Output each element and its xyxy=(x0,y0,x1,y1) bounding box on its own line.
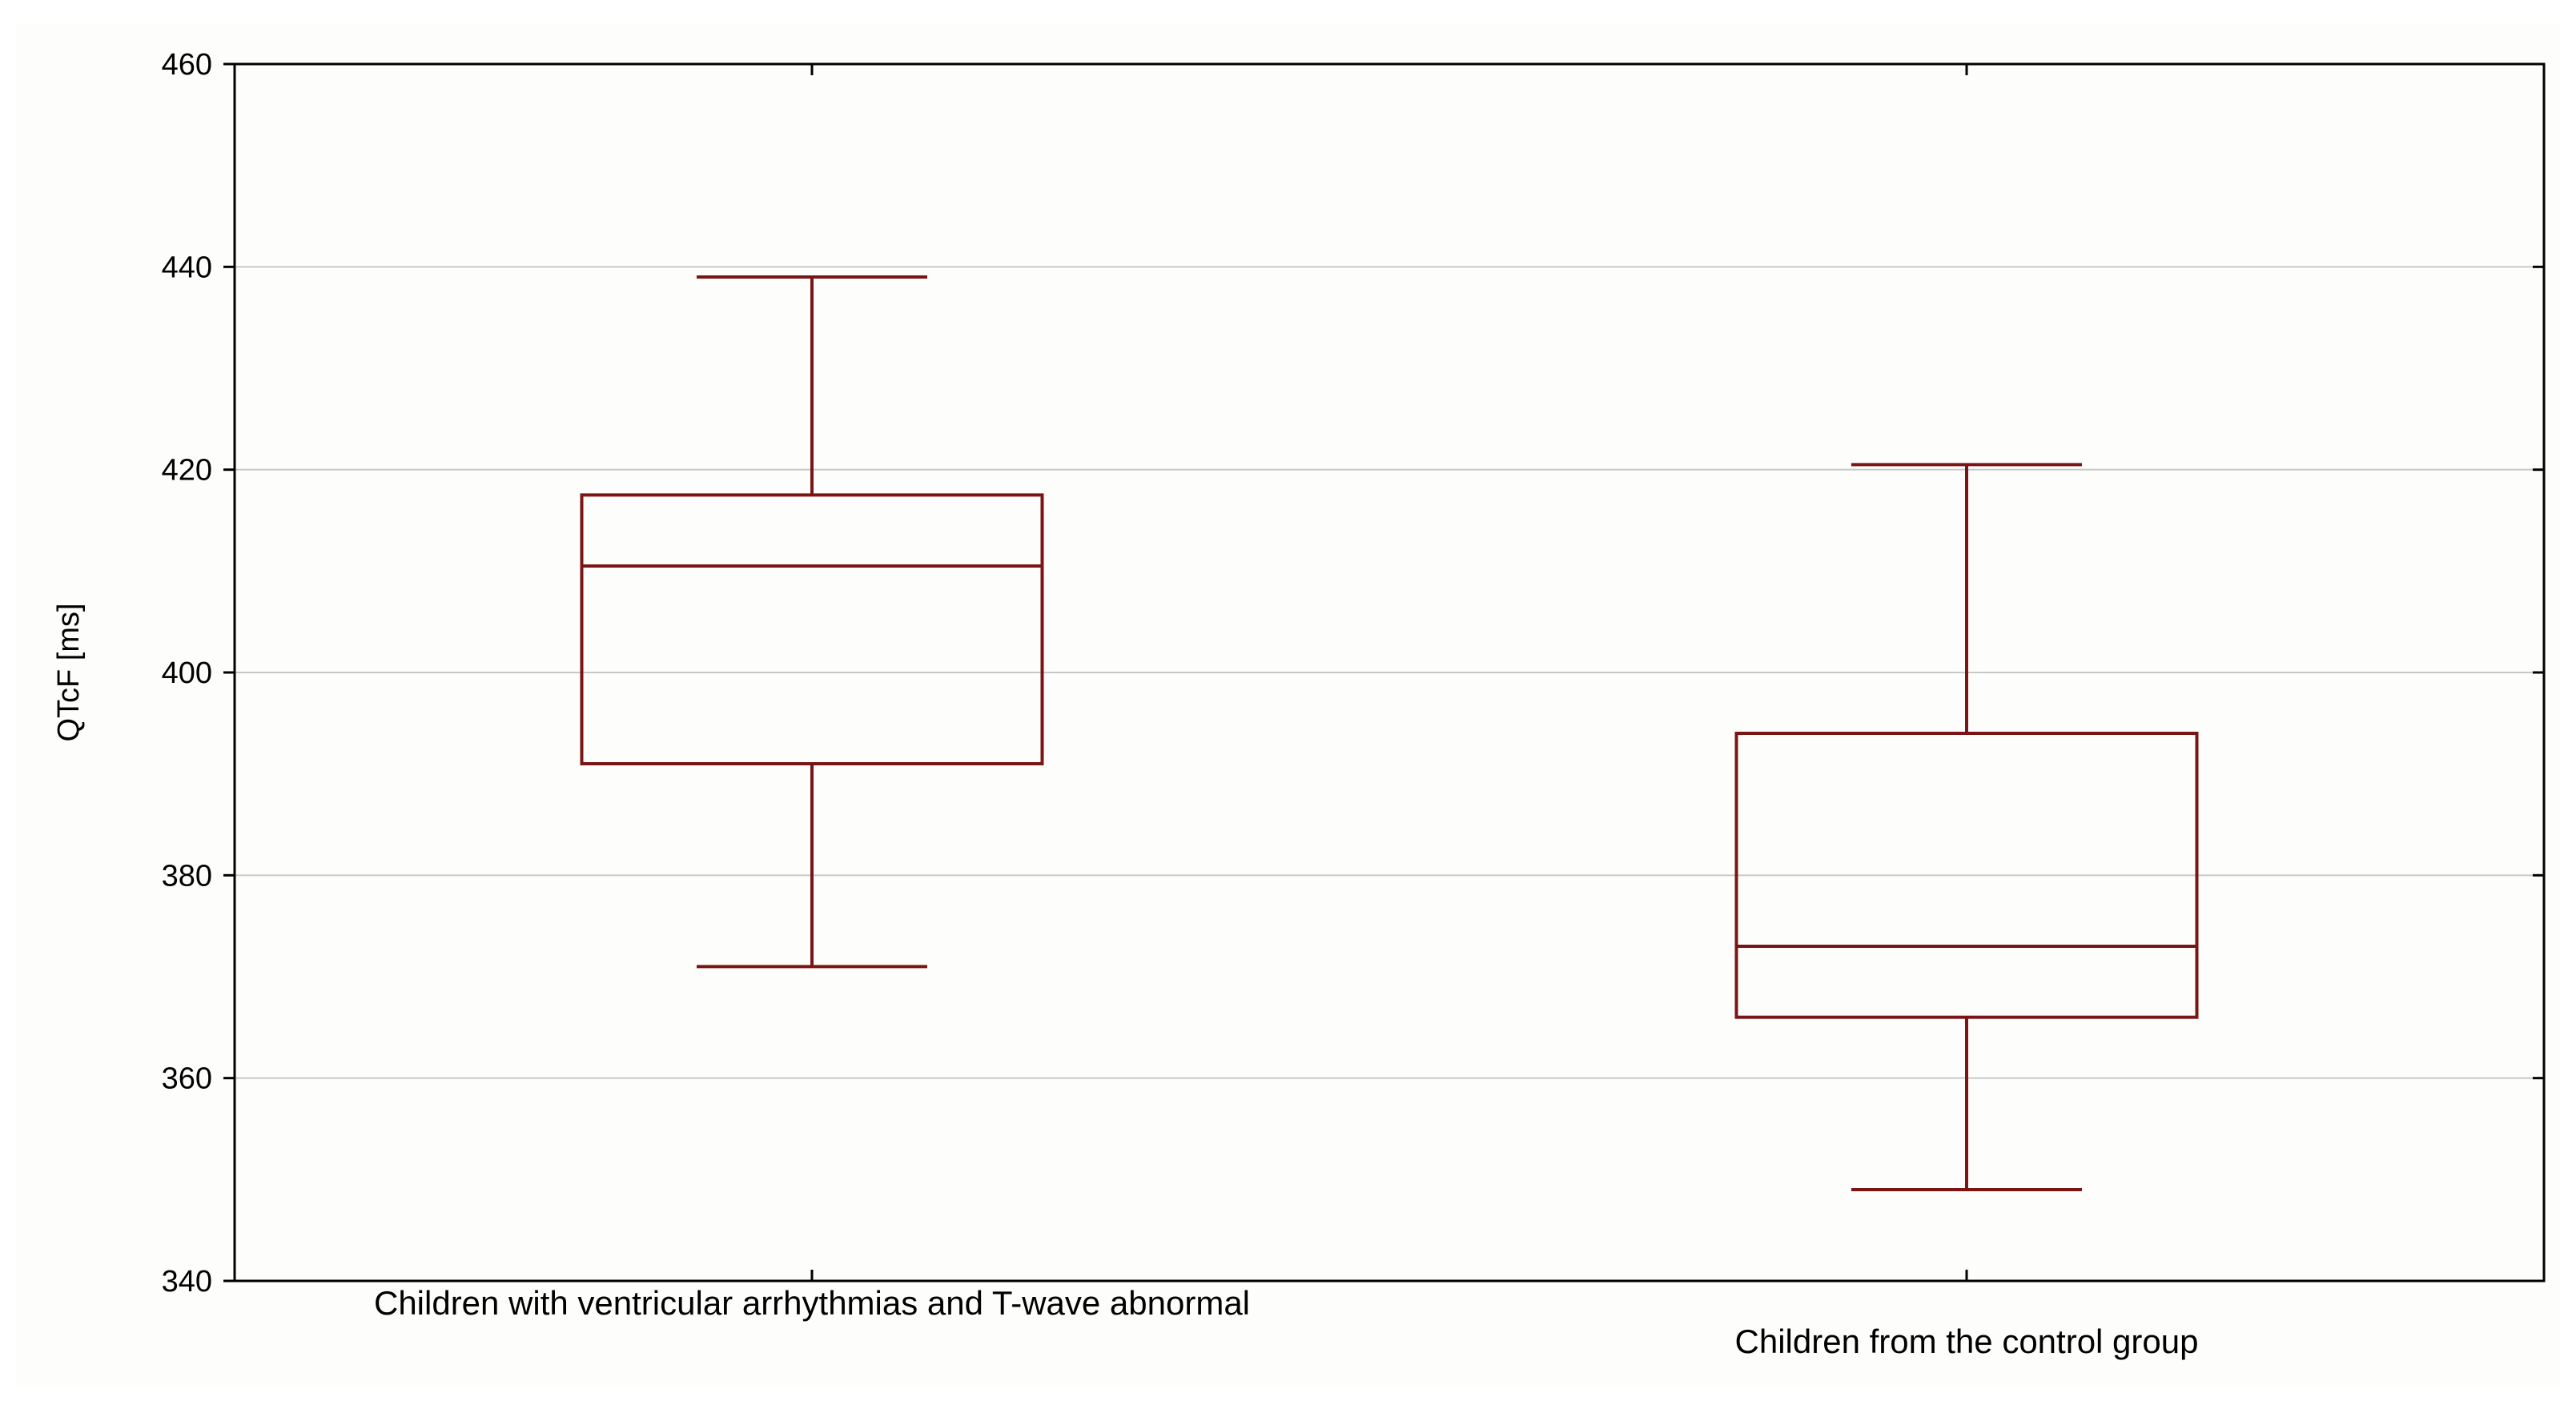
y-axis-label: QTcF [ms] xyxy=(52,603,86,741)
box-plot-chart: 340 360 380 400 420 440 460 Children with ventr… xyxy=(52,48,2546,1360)
iqr-box xyxy=(580,493,1044,765)
box-group xyxy=(1734,463,2199,1191)
y-tick-label: 360 xyxy=(162,1062,212,1096)
gridlines xyxy=(235,266,2544,1079)
y-tick-label: 340 xyxy=(162,1265,212,1299)
y-tick-label: 420 xyxy=(162,454,212,488)
axis-ticks: 340 360 380 400 420 440 460 Children with ventr… xyxy=(162,48,2544,1360)
y-tick-label: 400 xyxy=(162,656,212,690)
iqr-box xyxy=(1734,732,2199,1019)
y-tick-label: 440 xyxy=(162,251,212,284)
chart-frame: 340 360 380 400 420 440 460 Children with ventr… xyxy=(16,24,2560,1385)
x-category-label: Children with ventricular arrhythmias an… xyxy=(374,1284,1250,1322)
boxes xyxy=(580,275,2199,1191)
y-tick-label: 460 xyxy=(162,48,212,82)
box-group xyxy=(580,275,1044,969)
y-tick-label: 380 xyxy=(162,859,212,893)
x-category-label: Children from the control group xyxy=(1735,1323,2199,1360)
